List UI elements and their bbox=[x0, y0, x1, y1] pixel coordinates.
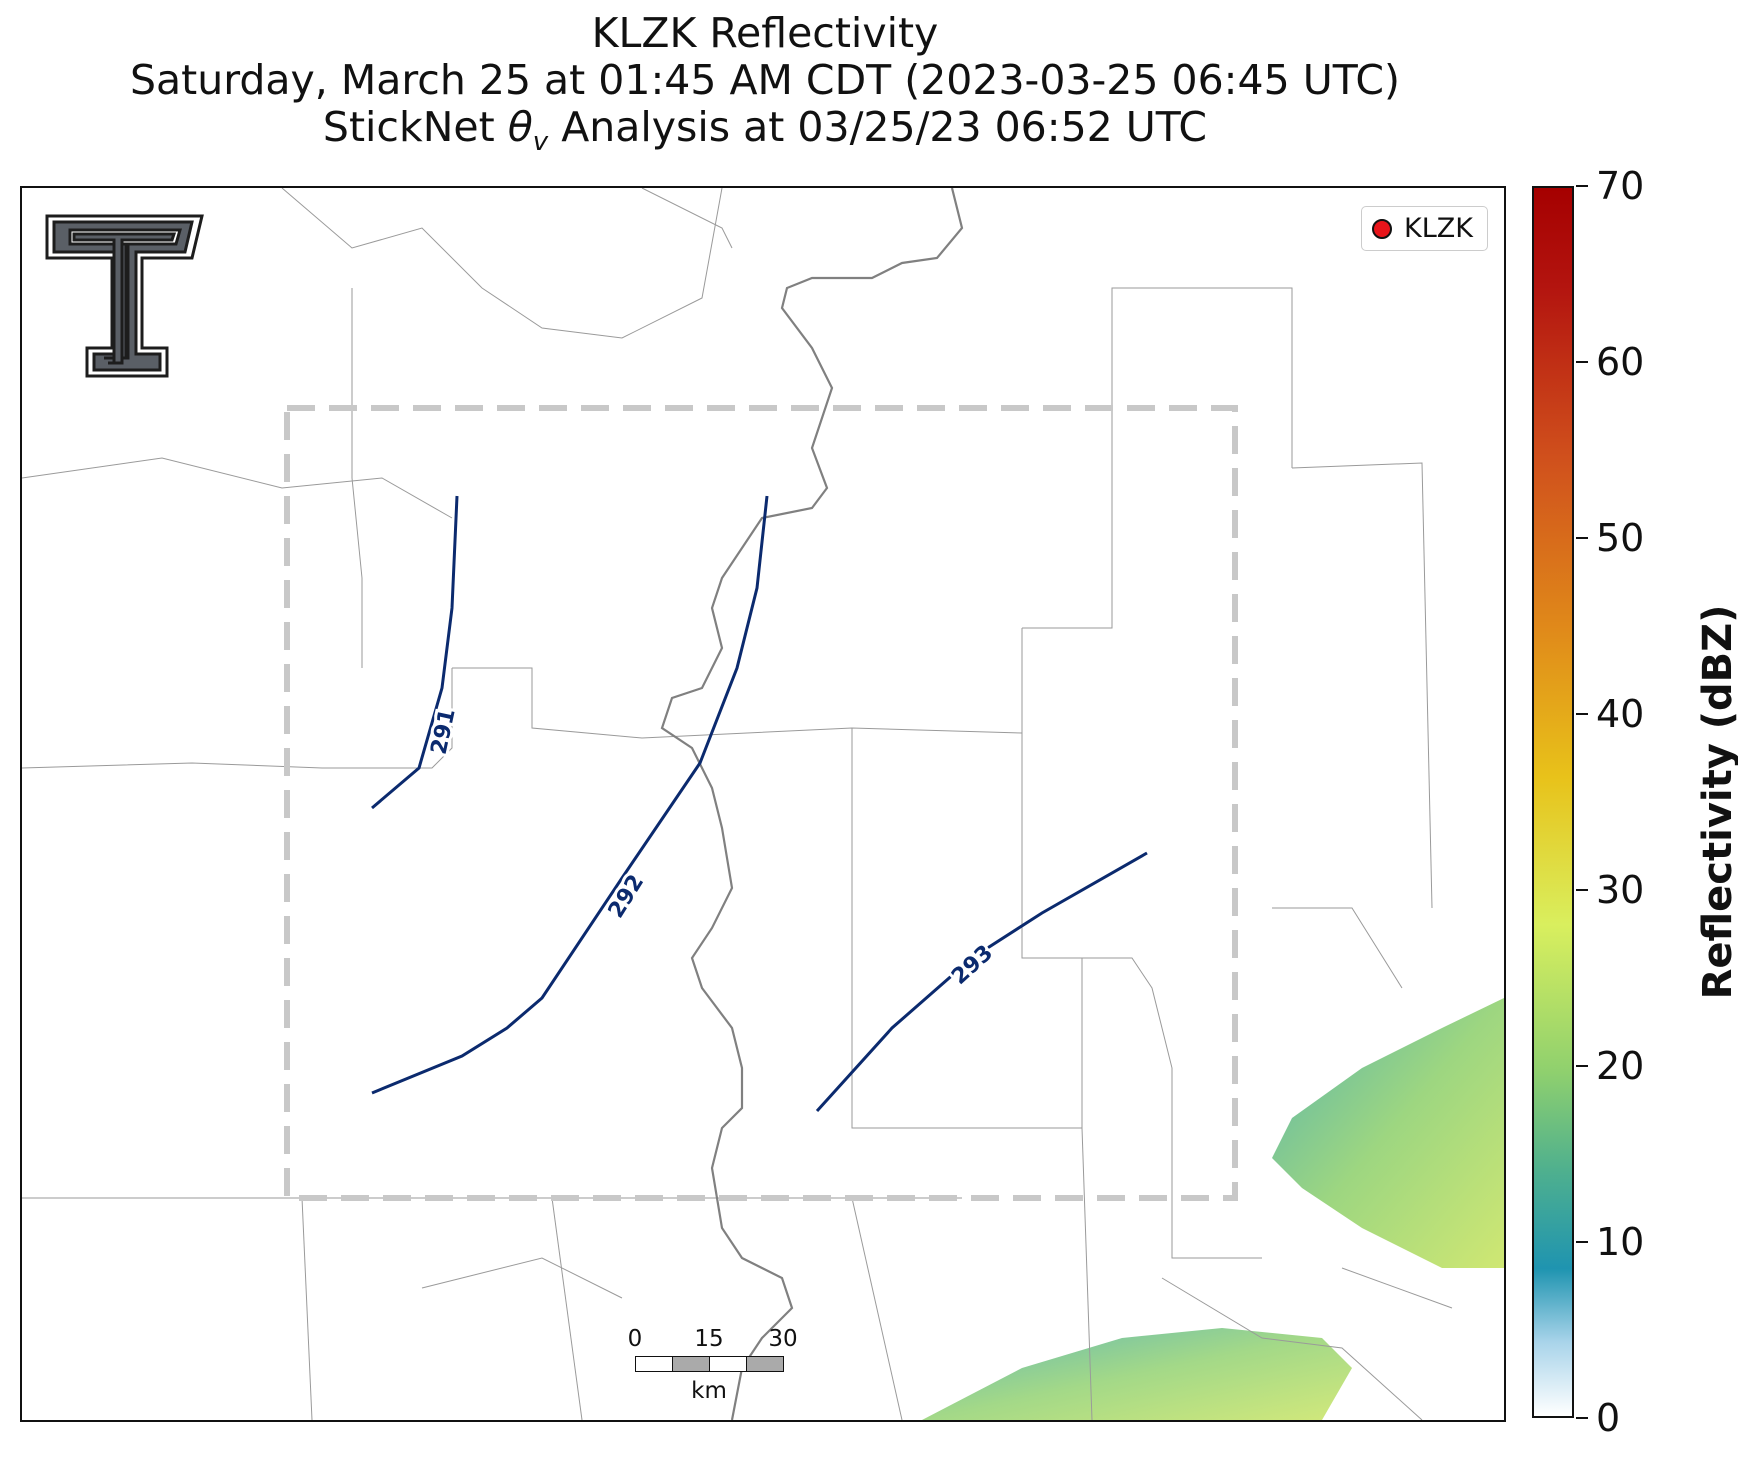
river-boundary bbox=[660, 188, 964, 1420]
colorbar-tick-label: 70 bbox=[1596, 164, 1645, 208]
scale-segment bbox=[672, 1356, 710, 1372]
scale-tick-30: 30 bbox=[768, 1326, 798, 1352]
radar-site-marker-icon bbox=[1372, 218, 1393, 239]
colorbar-tick-mark bbox=[1576, 185, 1588, 187]
colorbar-tick-label: 20 bbox=[1596, 1044, 1645, 1088]
scale-segment bbox=[635, 1356, 673, 1372]
scale-unit: km bbox=[691, 1378, 727, 1404]
precip-band-southeast bbox=[922, 1328, 1352, 1420]
analysis-domain-box bbox=[284, 405, 1238, 1201]
colorbar-tick-mark bbox=[1576, 1065, 1588, 1067]
reflectivity-colorbar bbox=[1532, 186, 1574, 1418]
double-t-logo-icon bbox=[45, 214, 204, 378]
colorbar-tick-label: 10 bbox=[1596, 1220, 1645, 1264]
colorbar-tick-label: 60 bbox=[1596, 340, 1645, 384]
title-line-2: Saturday, March 25 at 01:45 AM CDT (2023… bbox=[130, 56, 1400, 104]
scale-segment bbox=[746, 1356, 784, 1372]
scale-bar: 0 15 30 km bbox=[612, 1326, 798, 1416]
contour-line-293 bbox=[815, 851, 1148, 1113]
radar-map[interactable]: 291 292 293 KLZK 0 15 30 km bbox=[20, 186, 1506, 1422]
colorbar-tick-label: 30 bbox=[1596, 868, 1645, 912]
precip-band-east bbox=[1272, 998, 1504, 1268]
title-line-3-prefix: StickNet bbox=[322, 103, 508, 151]
scale-tick-0: 0 bbox=[627, 1326, 643, 1352]
theta-subscript: v bbox=[532, 127, 549, 158]
contour-label-291: 291 bbox=[427, 707, 461, 757]
colorbar-title: Reflectivity (dBZ) bbox=[1695, 604, 1738, 1000]
title-line-1: KLZK Reflectivity bbox=[591, 9, 939, 57]
colorbar-tick-mark bbox=[1576, 713, 1588, 715]
contour-line-291 bbox=[371, 495, 459, 810]
scale-segment bbox=[709, 1356, 747, 1372]
scale-tick-15: 15 bbox=[694, 1326, 724, 1352]
map-canvas: 291 292 293 bbox=[22, 188, 1504, 1420]
colorbar-tick-mark bbox=[1576, 889, 1588, 891]
colorbar-tick-label: 50 bbox=[1596, 516, 1645, 560]
colorbar-tick-mark bbox=[1576, 537, 1588, 539]
legend-label: KLZK bbox=[1404, 213, 1473, 244]
legend: KLZK bbox=[1361, 206, 1488, 251]
contour-line-292 bbox=[371, 495, 769, 1095]
contour-labels: 291 292 293 bbox=[424, 704, 1001, 993]
colorbar-tick-label: 0 bbox=[1596, 1396, 1621, 1440]
title-line-3: StickNet θv Analysis at 03/25/23 06:52 U… bbox=[0, 104, 1530, 166]
colorbar-tick-label: 40 bbox=[1596, 692, 1645, 736]
colorbar-tick-mark bbox=[1576, 1417, 1588, 1419]
colorbar-tick-mark bbox=[1576, 1241, 1588, 1243]
map-title: KLZK Reflectivity Saturday, March 25 at … bbox=[0, 10, 1530, 166]
title-line-3-suffix: Analysis at 03/25/23 06:52 UTC bbox=[548, 103, 1208, 151]
theta-symbol: θ bbox=[507, 103, 533, 151]
colorbar-tick-mark bbox=[1576, 361, 1588, 363]
